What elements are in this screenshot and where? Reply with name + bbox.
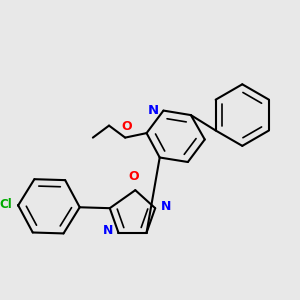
Text: O: O — [128, 170, 139, 183]
Text: Cl: Cl — [0, 199, 12, 212]
Text: O: O — [122, 120, 132, 133]
Text: N: N — [102, 224, 113, 237]
Text: N: N — [148, 104, 159, 117]
Text: N: N — [161, 200, 171, 213]
